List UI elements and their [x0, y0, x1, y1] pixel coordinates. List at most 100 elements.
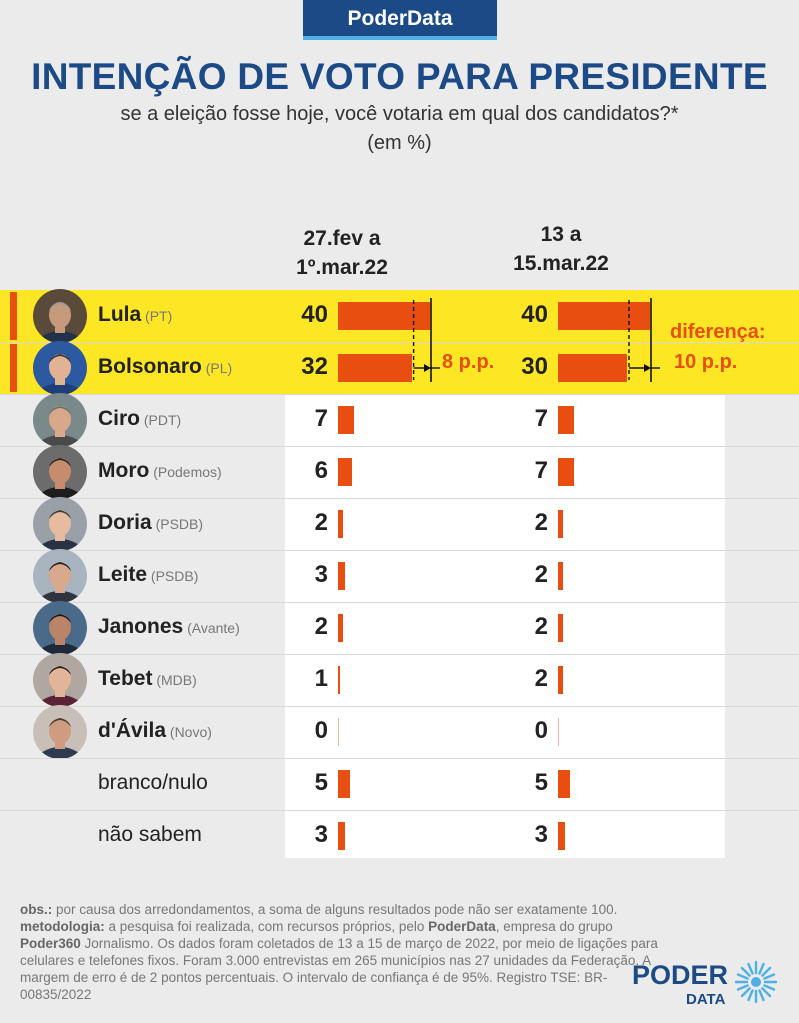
candidate-avatar [33, 549, 87, 603]
methodology-brand-2: Poder360 [20, 936, 81, 951]
candidate-name: Janones (Avante) [98, 615, 240, 638]
bar [338, 510, 343, 538]
candidate-party: (PSDB) [147, 568, 199, 584]
logo-word-2: DATA [686, 991, 726, 1008]
candidate-party: (Podemos) [149, 464, 222, 480]
row-separator [0, 394, 799, 395]
bar [338, 770, 350, 798]
candidate-name: Lula (PT) [98, 303, 173, 326]
candidate-party: (PT) [141, 308, 173, 324]
value-label: 7 [534, 405, 548, 432]
value-label: 0 [534, 717, 548, 744]
bar [338, 614, 343, 642]
logo-word-1: PODER [632, 960, 728, 990]
gap-label-1: 8 p.p. [442, 351, 495, 373]
candidate-avatar [33, 497, 87, 551]
chart-subtitle: se a eleição fosse hoje, você votaria em… [120, 103, 679, 125]
row-separator [0, 706, 799, 707]
bar [338, 718, 339, 746]
row-separator [0, 550, 799, 551]
candidate-name: Bolsonaro (PL) [98, 355, 233, 378]
value-label: 2 [534, 665, 548, 692]
period-header-2: 13 a 15.mar.22 [481, 220, 641, 278]
value-label: 3 [314, 821, 328, 848]
candidate-name: Leite (PSDB) [98, 563, 199, 586]
logo-burst-icon [734, 960, 778, 1004]
value-label: 2 [534, 613, 548, 640]
bar [558, 354, 627, 382]
row-separator [0, 498, 799, 499]
candidate-avatar [33, 601, 87, 655]
value-label: 40 [301, 301, 328, 328]
bar [338, 562, 345, 590]
row-separator [0, 342, 799, 343]
value-label: 7 [534, 457, 548, 484]
brand-tab: PoderData [303, 0, 497, 40]
candidate-party: (Avante) [183, 620, 240, 636]
row-separator [0, 602, 799, 603]
methodology-text-1: a pesquisa foi realizada, com recursos p… [104, 919, 429, 934]
value-label: 3 [534, 821, 548, 848]
bar [558, 770, 570, 798]
bar [558, 510, 563, 538]
gap-label-2: 10 p.p. [674, 351, 738, 373]
candidate-avatar [33, 341, 87, 395]
chart-unit: (em %) [367, 132, 432, 154]
row-separator [0, 758, 799, 759]
period-1-line2: 1º.mar.22 [296, 256, 388, 279]
methodology-label: metodologia: [20, 919, 105, 934]
candidate-name: d'Ávila (Novo) [98, 719, 212, 742]
candidate-avatar [33, 705, 87, 759]
value-label: 40 [521, 301, 548, 328]
poderdata-logo: PODER DATA [632, 960, 778, 1008]
candidate-name: Moro (Podemos) [98, 459, 222, 482]
value-label: 0 [314, 717, 328, 744]
candidate-party: (MDB) [152, 672, 197, 688]
bar [558, 718, 559, 746]
value-label: 32 [301, 353, 328, 380]
value-label: 5 [534, 769, 548, 796]
bar [338, 354, 412, 382]
candidate-party: (PSDB) [151, 516, 204, 532]
bar [338, 458, 352, 486]
period-2-line2: 15.mar.22 [513, 252, 609, 275]
chart-title: INTENÇÃO DE VOTO PARA PRESIDENTE [31, 56, 768, 97]
bar [558, 822, 565, 850]
period-header-1: 27.fev a 1º.mar.22 [262, 224, 422, 282]
candidate-avatar [33, 445, 87, 499]
value-label: 5 [314, 769, 328, 796]
bar [338, 666, 341, 694]
bar [558, 458, 575, 486]
value-label: 30 [521, 353, 548, 380]
column-bg-1 [285, 394, 505, 858]
obs-text: por causa dos arredondamentos, a soma de… [52, 902, 618, 917]
candidate-avatar [33, 653, 87, 707]
candidate-party: (PDT) [140, 412, 182, 428]
bar [558, 302, 650, 330]
value-label: 2 [534, 509, 548, 536]
bar [338, 822, 345, 850]
obs-label: obs.: [20, 902, 53, 917]
bar [558, 614, 563, 642]
period-1-line1: 27.fev a [303, 227, 381, 250]
value-label: 2 [534, 561, 548, 588]
row-separator [0, 446, 799, 447]
candidate-avatar [33, 393, 87, 447]
bar [558, 406, 575, 434]
row-separator [0, 810, 799, 811]
column-bg-2 [505, 394, 725, 858]
candidate-avatar [33, 289, 87, 343]
row-separator [0, 654, 799, 655]
bar [558, 666, 563, 694]
candidate-name: Ciro (PDT) [98, 407, 182, 430]
bar [338, 302, 430, 330]
value-label: 3 [314, 561, 328, 588]
candidate-party: (Novo) [166, 724, 212, 740]
bar [558, 562, 563, 590]
value-label: 7 [314, 405, 328, 432]
candidate-name: branco/nulo [98, 771, 208, 794]
value-label: 6 [314, 457, 328, 484]
value-label: 2 [314, 613, 328, 640]
highlight-marker [10, 344, 17, 392]
gap-title-2: diferença: [670, 321, 766, 343]
